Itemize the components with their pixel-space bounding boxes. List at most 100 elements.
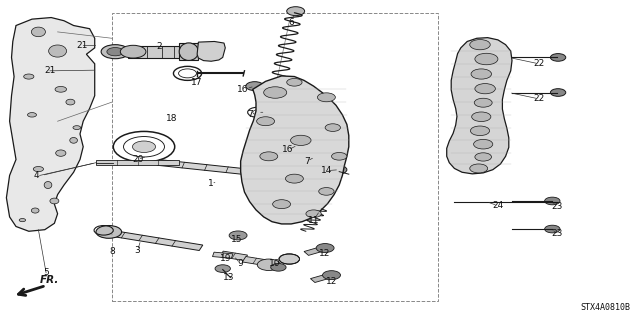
Ellipse shape bbox=[132, 141, 156, 152]
Ellipse shape bbox=[246, 82, 264, 91]
Ellipse shape bbox=[70, 137, 77, 143]
Ellipse shape bbox=[325, 124, 340, 131]
Text: FR.: FR. bbox=[40, 275, 59, 285]
Polygon shape bbox=[102, 229, 203, 250]
Ellipse shape bbox=[101, 45, 129, 59]
Text: 24: 24 bbox=[492, 201, 504, 210]
Polygon shape bbox=[197, 41, 225, 61]
Text: 14: 14 bbox=[321, 166, 332, 175]
Ellipse shape bbox=[474, 139, 493, 149]
Ellipse shape bbox=[287, 7, 305, 16]
Ellipse shape bbox=[472, 112, 491, 122]
Text: 15: 15 bbox=[231, 235, 243, 244]
Ellipse shape bbox=[107, 48, 124, 56]
Text: 7: 7 bbox=[305, 157, 310, 166]
Text: 6: 6 bbox=[289, 18, 294, 27]
Ellipse shape bbox=[55, 86, 67, 92]
Polygon shape bbox=[243, 256, 267, 265]
Polygon shape bbox=[128, 46, 189, 58]
Text: 10: 10 bbox=[269, 259, 281, 268]
Ellipse shape bbox=[550, 54, 566, 61]
Text: 5: 5 bbox=[44, 268, 49, 277]
Polygon shape bbox=[179, 43, 198, 61]
Polygon shape bbox=[310, 272, 336, 283]
Ellipse shape bbox=[470, 126, 490, 136]
Ellipse shape bbox=[317, 93, 335, 102]
Ellipse shape bbox=[19, 219, 26, 222]
Ellipse shape bbox=[332, 152, 347, 160]
Ellipse shape bbox=[273, 200, 291, 209]
Ellipse shape bbox=[24, 74, 34, 79]
Ellipse shape bbox=[49, 45, 67, 57]
Ellipse shape bbox=[96, 226, 122, 238]
Text: 22: 22 bbox=[533, 59, 545, 68]
Ellipse shape bbox=[257, 117, 275, 126]
Text: 3: 3 bbox=[135, 246, 140, 255]
Ellipse shape bbox=[50, 198, 59, 204]
Ellipse shape bbox=[470, 164, 488, 173]
Ellipse shape bbox=[229, 231, 247, 240]
Ellipse shape bbox=[73, 126, 81, 130]
Ellipse shape bbox=[271, 263, 286, 271]
Polygon shape bbox=[220, 251, 248, 261]
Text: 4: 4 bbox=[34, 171, 40, 180]
Ellipse shape bbox=[264, 87, 287, 98]
Ellipse shape bbox=[66, 99, 75, 105]
Text: 16: 16 bbox=[282, 145, 294, 154]
Ellipse shape bbox=[257, 259, 280, 271]
Text: 2: 2 bbox=[156, 42, 161, 51]
Polygon shape bbox=[96, 160, 179, 165]
Text: 12: 12 bbox=[326, 277, 337, 286]
Text: 19: 19 bbox=[220, 254, 231, 263]
Ellipse shape bbox=[306, 210, 321, 218]
Ellipse shape bbox=[215, 265, 230, 272]
Ellipse shape bbox=[28, 113, 36, 117]
Ellipse shape bbox=[285, 174, 303, 183]
Ellipse shape bbox=[319, 188, 334, 195]
Ellipse shape bbox=[31, 208, 39, 213]
Text: 7: 7 bbox=[247, 110, 252, 119]
Text: 21: 21 bbox=[44, 66, 56, 75]
Text: 9: 9 bbox=[237, 259, 243, 268]
Text: STX4A0810B: STX4A0810B bbox=[580, 303, 630, 312]
Ellipse shape bbox=[316, 244, 334, 253]
Polygon shape bbox=[241, 76, 349, 224]
Ellipse shape bbox=[262, 92, 275, 98]
Ellipse shape bbox=[260, 152, 278, 161]
Ellipse shape bbox=[287, 78, 302, 86]
Ellipse shape bbox=[545, 197, 560, 205]
Ellipse shape bbox=[120, 45, 146, 58]
Text: 11: 11 bbox=[308, 216, 319, 225]
Polygon shape bbox=[304, 245, 330, 256]
Ellipse shape bbox=[290, 141, 305, 149]
Text: 23: 23 bbox=[551, 202, 563, 211]
Ellipse shape bbox=[56, 150, 66, 156]
Ellipse shape bbox=[44, 182, 52, 189]
Ellipse shape bbox=[291, 135, 311, 145]
Text: 13: 13 bbox=[223, 273, 235, 282]
Polygon shape bbox=[447, 38, 512, 174]
Ellipse shape bbox=[474, 98, 492, 107]
Ellipse shape bbox=[475, 84, 495, 94]
Text: 22: 22 bbox=[533, 94, 545, 103]
Ellipse shape bbox=[329, 165, 347, 174]
Ellipse shape bbox=[475, 53, 498, 65]
Ellipse shape bbox=[31, 27, 45, 37]
Ellipse shape bbox=[33, 167, 44, 172]
Ellipse shape bbox=[550, 89, 566, 96]
Text: 17: 17 bbox=[191, 78, 203, 87]
Ellipse shape bbox=[323, 271, 340, 279]
Ellipse shape bbox=[470, 40, 490, 50]
Ellipse shape bbox=[471, 69, 492, 79]
Text: 18: 18 bbox=[166, 114, 177, 122]
Polygon shape bbox=[157, 160, 285, 179]
Ellipse shape bbox=[279, 254, 300, 264]
Ellipse shape bbox=[179, 43, 198, 61]
Text: 20: 20 bbox=[132, 155, 143, 164]
Polygon shape bbox=[6, 18, 95, 231]
Text: 12: 12 bbox=[319, 249, 331, 258]
Text: 21: 21 bbox=[76, 41, 88, 50]
Polygon shape bbox=[212, 252, 233, 258]
Ellipse shape bbox=[545, 225, 560, 233]
Text: 16: 16 bbox=[237, 85, 249, 94]
